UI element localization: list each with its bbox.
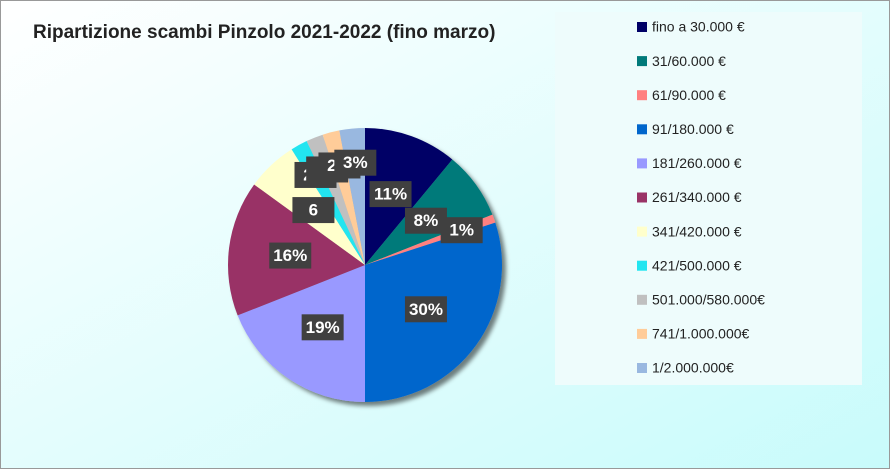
legend-swatch: [637, 192, 647, 203]
legend-swatch: [637, 328, 647, 339]
legend-label: 341/420.000 €: [652, 223, 742, 239]
data-label: 6: [309, 201, 318, 220]
data-label: 8%: [414, 211, 439, 230]
legend-label: fino a 30.000 €: [652, 19, 745, 35]
data-label-box: [404, 207, 447, 234]
legend-label: 91/180.000 €: [652, 121, 734, 137]
data-label: 1%: [449, 221, 474, 240]
legend-swatch: [637, 226, 647, 237]
data-label: 3%: [343, 153, 368, 172]
legend-swatch: [637, 158, 647, 169]
legend-swatch: [637, 260, 647, 271]
legend-box: [555, 12, 862, 385]
data-label-box: [334, 149, 377, 176]
legend-label: 741/1.000.000€: [652, 326, 750, 342]
data-label: 19%: [306, 318, 340, 337]
legend-swatch: [637, 90, 647, 101]
data-label-box: [404, 296, 447, 323]
legend-label: 1/2.000.000€: [652, 360, 734, 376]
legend-swatch: [637, 56, 647, 67]
data-label: 30%: [409, 300, 443, 319]
data-label-box: [369, 181, 412, 208]
data-label-box: [292, 197, 335, 224]
data-label: 11%: [374, 185, 407, 204]
legend-label: 261/340.000 €: [652, 189, 742, 205]
data-label-box: [301, 314, 344, 341]
data-label-box: [269, 242, 312, 269]
legend-swatch: [637, 124, 647, 135]
data-label-box: [440, 217, 483, 244]
legend-label: 501.000/580.000€: [652, 292, 765, 308]
chart-title: Ripartizione scambi Pinzolo 2021-2022 (f…: [33, 22, 495, 43]
legend-label: 31/60.000 €: [652, 53, 726, 69]
legend-label: 181/260.000 €: [652, 155, 742, 171]
legend-label: 61/90.000 €: [652, 87, 726, 103]
data-label: 16%: [273, 246, 307, 265]
legend-swatch: [637, 22, 647, 32]
legend-swatch: [637, 294, 647, 305]
legend-swatch: [637, 363, 647, 373]
pie-slice: [237, 265, 365, 402]
legend-label: 421/500.000 €: [652, 257, 742, 273]
